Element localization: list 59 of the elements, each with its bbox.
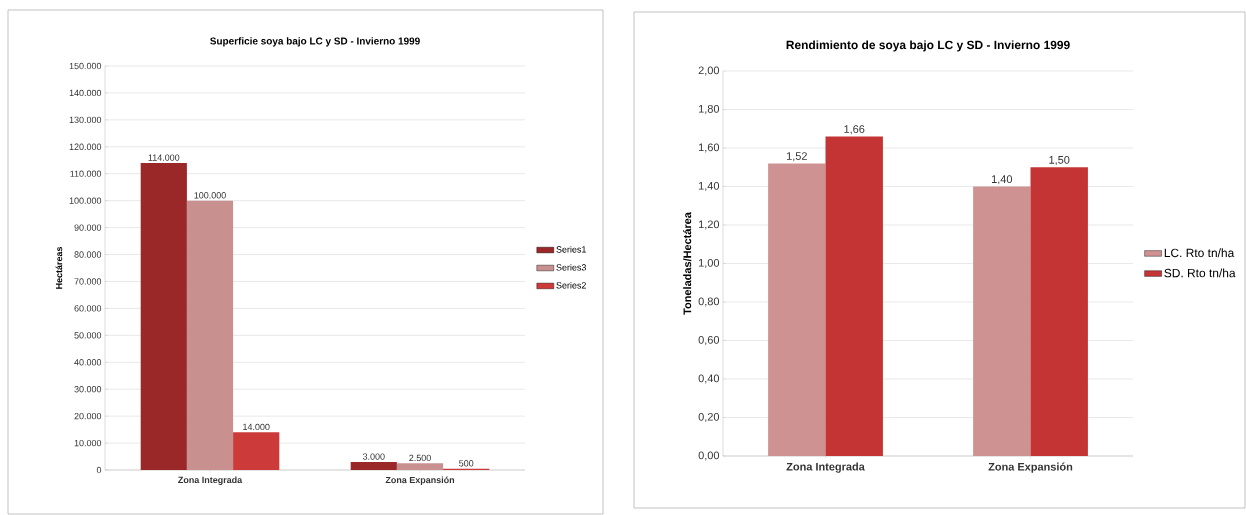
bar bbox=[825, 136, 883, 456]
bar bbox=[973, 186, 1031, 456]
y-axis-title: Toneladas/Hectárea bbox=[683, 212, 692, 315]
y-tick-label: 0,60 bbox=[698, 335, 720, 346]
legend-label: SD. Rto tn/ha bbox=[1164, 268, 1236, 278]
y-tick-label: 80.000 bbox=[74, 251, 102, 258]
data-label: 3.000 bbox=[362, 453, 385, 460]
y-tick-label: 150.000 bbox=[69, 62, 102, 70]
y-tick-label: 1,20 bbox=[698, 220, 720, 230]
y-tick-label: 120.000 bbox=[69, 143, 102, 150]
bar bbox=[186, 200, 234, 470]
bar bbox=[396, 463, 444, 470]
data-label: 1,40 bbox=[991, 175, 1013, 185]
data-label: 1,66 bbox=[844, 125, 865, 135]
y-tick-label: 0,80 bbox=[698, 297, 720, 307]
y-tick-label: 100.000 bbox=[69, 197, 102, 204]
y-tick-label: 20.000 bbox=[74, 412, 102, 420]
y-tick-label: 50.000 bbox=[74, 332, 102, 339]
y-tick-label: 140.000 bbox=[69, 89, 102, 97]
y-tick-label: 130.000 bbox=[69, 116, 102, 124]
y-tick-label: 70.000 bbox=[74, 278, 102, 285]
bar bbox=[768, 163, 826, 456]
bar bbox=[140, 162, 187, 470]
chart-title: Superficie soya bajo LC y SD - Invierno 1999 bbox=[210, 37, 420, 47]
bar bbox=[233, 432, 280, 470]
legend-label: Series1 bbox=[556, 246, 586, 253]
y-tick-label: 10.000 bbox=[74, 439, 102, 447]
data-label: 14.000 bbox=[243, 423, 270, 431]
data-label: 500 bbox=[459, 460, 474, 467]
y-tick-label: 90.000 bbox=[74, 224, 102, 231]
data-label: 1,50 bbox=[1049, 156, 1070, 166]
y-tick-label: 1,40 bbox=[698, 181, 720, 192]
bar bbox=[350, 461, 397, 470]
y-tick-label: 30.000 bbox=[74, 386, 102, 393]
y-tick-label: 0,40 bbox=[698, 374, 720, 384]
y-tick-label: 0 bbox=[96, 466, 102, 474]
x-tick-label: Zona Integrada bbox=[178, 476, 243, 485]
y-tick-label: 1,00 bbox=[698, 258, 720, 269]
bar bbox=[1030, 167, 1088, 456]
y-tick-label: 1,80 bbox=[698, 104, 720, 115]
y-tick-label: 40.000 bbox=[74, 359, 102, 366]
chart-title: Rendimiento de soya bajo LC y SD - Invierno 1999 bbox=[786, 40, 1070, 52]
legend-label: LC. Rto tn/ha bbox=[1164, 248, 1235, 258]
y-tick-label: 110.000 bbox=[70, 170, 102, 177]
data-label: 2.500 bbox=[409, 454, 431, 462]
data-label: 1,52 bbox=[786, 152, 807, 162]
y-tick-label: 1,60 bbox=[698, 143, 720, 153]
y-tick-label: 60.000 bbox=[74, 305, 102, 312]
y-tick-label: 2,00 bbox=[698, 66, 720, 76]
data-label: 100.000 bbox=[194, 192, 226, 199]
legend-label: Series3 bbox=[556, 264, 586, 271]
y-tick-label: 0,00 bbox=[698, 451, 720, 461]
data-label: 114.000 bbox=[148, 154, 180, 161]
y-tick-label: 0,20 bbox=[698, 412, 720, 423]
x-tick-label: Zona Expansión bbox=[988, 462, 1073, 473]
x-tick-label: Zona Integrada bbox=[786, 462, 865, 473]
legend-label: Series2 bbox=[556, 281, 586, 289]
y-axis-title: Hectáreas bbox=[55, 246, 63, 289]
x-tick-label: Zona Expansión bbox=[385, 476, 455, 485]
